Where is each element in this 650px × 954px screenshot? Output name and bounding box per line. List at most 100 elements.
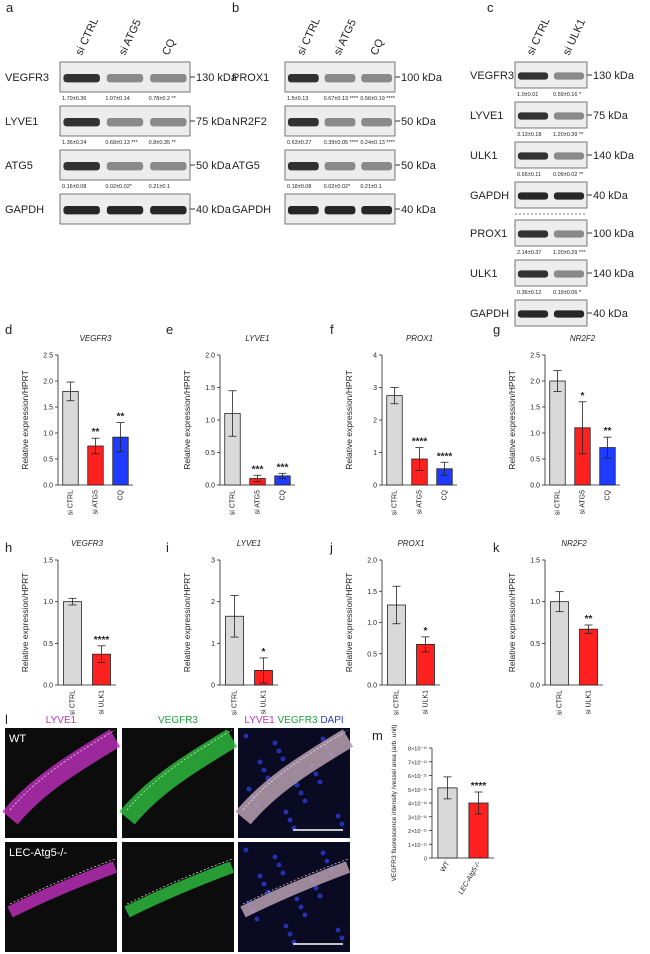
micrograph — [122, 842, 234, 952]
lane-label: si ATG5 — [117, 17, 144, 57]
significance: * — [262, 647, 266, 658]
x-tick-label: si ULK1 — [423, 690, 430, 715]
y-tick-label: 3 — [373, 385, 377, 392]
nucleus — [320, 736, 326, 742]
lane-label: CQ — [160, 37, 178, 57]
error-bar — [390, 387, 399, 405]
chart-title: NR2F2 — [561, 539, 587, 548]
lane-label: si ULK1 — [561, 17, 588, 57]
x-tick-label: si CTRL — [68, 490, 75, 515]
error-bar — [97, 645, 106, 663]
marker-label: 40 kDa — [593, 190, 629, 202]
bar — [63, 601, 82, 686]
vessel-outline — [126, 729, 233, 811]
panel-letter: h — [5, 540, 12, 555]
y-axis-label: VEGFR3 fluorescence intensity /vessel ar… — [391, 725, 398, 882]
band — [150, 118, 187, 127]
nucleus — [317, 893, 323, 899]
y-tick-label: 2.0 — [530, 379, 540, 386]
quantification: 3.13±0.18 — [517, 132, 541, 138]
protein-label: LYVE1 — [5, 116, 38, 128]
y-axis-label: Relative expression/HPRT — [344, 370, 354, 470]
merge-label: LYVE1 VEGFR3 DAPI — [244, 715, 343, 726]
y-tick-label: 5×10⁻¹¹ — [408, 788, 427, 794]
y-tick-label: 4 — [373, 353, 377, 360]
significance: * — [424, 626, 428, 637]
y-tick-label: 0.5 — [530, 641, 540, 648]
marker-label: 40 kDa — [593, 308, 629, 320]
error-bar — [230, 595, 239, 638]
marker-label: 100 kDa — [401, 72, 443, 84]
x-tick-label: si CTRL — [557, 690, 564, 715]
protein-label: NR2F2 — [232, 116, 267, 128]
quantification: 0.21±0.1 — [360, 184, 381, 190]
chart-title: PROX1 — [406, 334, 433, 343]
band — [553, 230, 585, 238]
quantification: 0.21±0.1 — [149, 184, 170, 190]
y-axis-label: Relative expression/HPRT — [344, 573, 354, 673]
quantification: 1.0±0.01 — [517, 92, 538, 98]
x-tick-label: CQ — [442, 489, 449, 500]
protein-label: ATG5 — [5, 160, 33, 172]
quantification: 0.18±0.08 — [287, 184, 311, 190]
panel-letter: a — [6, 0, 14, 15]
y-tick-label: 2 — [211, 599, 215, 606]
protein-label: GAPDH — [5, 204, 44, 216]
nucleus — [317, 779, 323, 785]
nucleus — [280, 870, 286, 876]
error-bar — [259, 657, 268, 684]
quantification: 0.65±0.11 — [517, 172, 541, 178]
panel-letter: e — [166, 322, 173, 337]
vessel — [124, 861, 235, 918]
protein-label: GAPDH — [470, 190, 509, 202]
band — [361, 118, 393, 127]
row-label: WT — [9, 733, 26, 745]
significance: **** — [412, 437, 428, 448]
merge-channel: DAPI — [320, 715, 343, 726]
significance: **** — [437, 451, 453, 462]
band — [553, 72, 585, 80]
marker-label: 140 kDa — [593, 268, 635, 280]
panel-letter: m — [372, 728, 383, 743]
y-tick-label: 1.0 — [43, 599, 53, 606]
band — [324, 74, 356, 83]
protein-label: VEGFR3 — [5, 72, 49, 84]
band — [517, 270, 549, 278]
y-tick-label: 1 — [373, 450, 377, 457]
panel-letter: f — [330, 322, 334, 337]
y-tick-label: 0 — [373, 483, 377, 490]
band — [106, 162, 144, 171]
nucleus — [276, 862, 282, 868]
nucleus — [320, 850, 326, 856]
panel-letter: b — [232, 0, 239, 15]
x-tick-label: CQ — [118, 489, 125, 500]
protein-label: PROX1 — [232, 72, 269, 84]
error-bar — [253, 474, 262, 483]
quantification: 1.07±0.14 — [105, 96, 129, 102]
y-tick-label: 1.0 — [530, 431, 540, 438]
nucleus — [287, 931, 293, 937]
band — [361, 74, 393, 83]
nucleus — [294, 896, 300, 902]
nucleus — [298, 904, 304, 910]
band — [553, 270, 585, 278]
y-tick-label: 2.5 — [43, 353, 53, 360]
nucleus — [257, 759, 263, 765]
nucleus — [302, 912, 308, 918]
error-bar — [578, 401, 587, 455]
x-tick-label: si ULK1 — [586, 690, 593, 715]
significance: *** — [252, 464, 264, 475]
quantification: 0.39±0.05 **** — [324, 140, 359, 146]
marker-label: 50 kDa — [401, 116, 437, 128]
quantification: 1.36±0.24 — [62, 140, 86, 146]
error-bar — [474, 791, 483, 815]
panel-letter: l — [5, 712, 8, 727]
error-bar — [68, 597, 77, 606]
nucleus — [335, 813, 341, 819]
y-tick-label: 0 — [211, 683, 215, 690]
panel-letter: j — [329, 540, 333, 555]
x-tick-label: si CTRL — [394, 690, 401, 715]
y-axis-label: Relative expression/HPRT — [20, 573, 30, 673]
x-tick-label: si ATG5 — [93, 490, 100, 514]
nucleus — [257, 873, 263, 879]
